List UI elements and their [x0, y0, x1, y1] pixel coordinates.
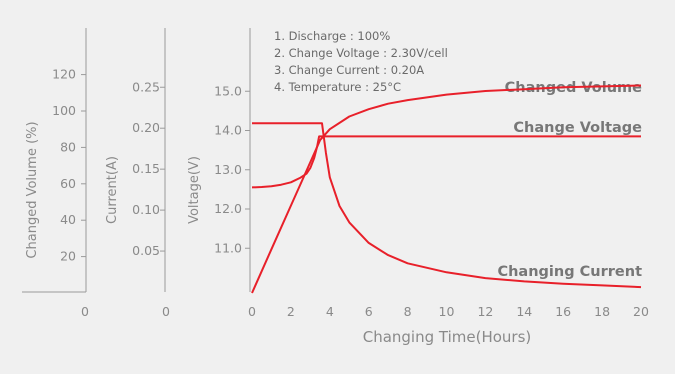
x-tick-label: 20	[633, 304, 649, 319]
volume-tick-label: 40	[60, 212, 76, 227]
volume-zero-label: 0	[81, 304, 89, 319]
x-tick-label: 10	[439, 304, 455, 319]
note-line: 1. Discharge : 100%	[274, 29, 390, 43]
current-tick-label: 0.10	[132, 202, 160, 217]
x-tick-label: 0	[248, 304, 256, 319]
current-zero-label: 0	[162, 304, 170, 319]
voltage-tick-label: 11.0	[214, 240, 242, 255]
x-tick-label: 14	[516, 304, 532, 319]
lines-group	[251, 84, 642, 294]
x-tick-label: 2	[287, 304, 295, 319]
current-tick-label: 0.25	[132, 79, 160, 94]
x-tick-label: 4	[326, 304, 334, 319]
voltage-tick-label: 12.0	[214, 201, 242, 216]
current-tick-label: 0.15	[132, 161, 160, 176]
series-line-changed-volume	[251, 84, 642, 294]
ticks-group: 0 2 4 6 8 10 12 14 16 18 20 120 100 80 60 40 20 0.25 0.20 0…	[52, 67, 649, 319]
volume-tick-label: 120	[52, 67, 76, 82]
current-tick-label: 0.05	[132, 243, 160, 258]
series-line-changing-current	[252, 122, 642, 289]
x-tick-label: 12	[477, 304, 493, 319]
voltage-tick-label: 15.0	[214, 83, 242, 98]
volume-axis-label: Changed Volume (%)	[25, 121, 40, 258]
current-axis-label: Current(A)	[105, 156, 120, 224]
x-tick-label: 8	[404, 304, 412, 319]
x-tick-label: 18	[594, 304, 610, 319]
volume-tick-label: 60	[60, 176, 76, 191]
current-tick-label: 0.20	[132, 120, 160, 135]
voltage-tick-label: 14.0	[214, 123, 242, 138]
x-tick-label: 16	[555, 304, 571, 319]
voltage-tick-label: 13.0	[214, 162, 242, 177]
volume-tick-label: 20	[60, 249, 76, 264]
x-axis-label: Changing Time(Hours)	[363, 328, 532, 346]
note-line: 3. Change Current : 0.20A	[274, 63, 424, 77]
volume-tick-label: 80	[60, 139, 76, 154]
series-label-changing-current: Changing Current	[497, 264, 642, 280]
x-tick-label: 6	[365, 304, 373, 319]
series-line-change-voltage	[251, 135, 641, 189]
volume-tick-label: 100	[52, 103, 76, 118]
series-label-change-voltage: Change Voltage	[513, 120, 642, 136]
note-line: 2. Change Voltage : 2.30V/cell	[274, 46, 448, 60]
voltage-axis-label: Voltage(V)	[187, 156, 202, 224]
note-line: 4. Temperature : 25°C	[274, 80, 401, 94]
